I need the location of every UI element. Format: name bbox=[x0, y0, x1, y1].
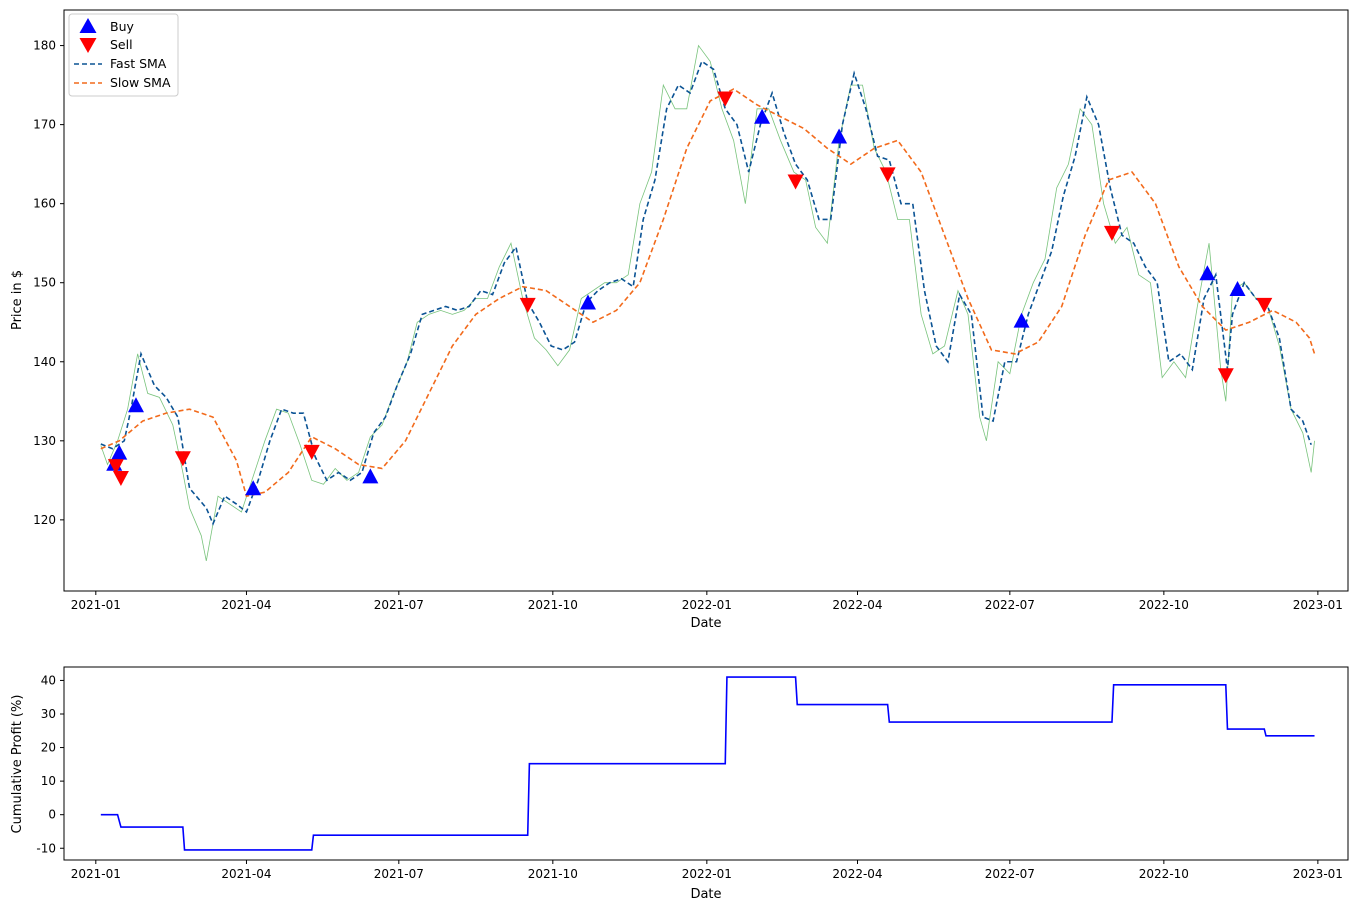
profit-y-tick-label: -10 bbox=[36, 841, 56, 855]
profit-y-axis-label: Cumulative Profit (%) bbox=[10, 695, 25, 834]
buy-signal-marker bbox=[579, 294, 596, 310]
buy-signal-marker bbox=[831, 128, 848, 144]
sell-signal-marker bbox=[879, 167, 896, 183]
price-y-tick-label: 150 bbox=[33, 276, 56, 290]
price-x-tick-label: 2021-10 bbox=[528, 598, 578, 612]
profit-x-tick-label: 2022-10 bbox=[1139, 867, 1189, 881]
price-y-tick-label: 140 bbox=[33, 355, 56, 369]
profit-x-tick-label: 2022-01 bbox=[682, 867, 732, 881]
price-y-tick-label: 130 bbox=[33, 434, 56, 448]
buy-signal-marker bbox=[245, 480, 262, 496]
price-x-tick-label: 2022-01 bbox=[682, 598, 732, 612]
profit-x-tick-label: 2021-07 bbox=[374, 867, 424, 881]
price-x-tick-label: 2021-04 bbox=[221, 598, 271, 612]
price-line bbox=[100, 44, 1315, 562]
price-y-tick-label: 180 bbox=[33, 39, 56, 53]
buy-signal-marker bbox=[127, 397, 144, 413]
price-y-axis: 120 130 140 150 160 170 180 bbox=[33, 39, 64, 527]
buy-signal-marker bbox=[111, 444, 128, 460]
sell-signal-marker bbox=[519, 297, 536, 313]
profit-plot-frame bbox=[63, 666, 1349, 861]
profit-x-tick-label: 2021-10 bbox=[528, 867, 578, 881]
sell-signal-marker bbox=[107, 459, 124, 475]
slow-sma-line bbox=[100, 88, 1316, 498]
price-plot-frame bbox=[63, 9, 1349, 592]
profit-y-tick-label: 30 bbox=[41, 707, 56, 721]
legend-label-sell: Sell bbox=[110, 37, 133, 52]
profit-x-tick-label: 2022-04 bbox=[832, 867, 882, 881]
profit-x-axis-label: Date bbox=[690, 887, 721, 902]
profit-y-tick-label: 0 bbox=[48, 808, 56, 822]
legend-box bbox=[68, 13, 179, 97]
sell-signal-marker bbox=[174, 451, 191, 467]
price-chart: 2021-01 2021-04 2021-07 2021-10 2022-01 2022-… bbox=[10, 9, 1349, 631]
price-x-tick-label: 2022-10 bbox=[1139, 598, 1189, 612]
legend-label-slow-sma: Slow SMA bbox=[110, 75, 171, 90]
profit-y-tick-label: 20 bbox=[41, 741, 56, 755]
buy-signal-marker bbox=[1229, 281, 1246, 297]
buy-signal-marker bbox=[754, 108, 771, 124]
price-x-tick-label: 2023-01 bbox=[1293, 598, 1343, 612]
price-x-axis-label: Date bbox=[690, 616, 721, 631]
sell-signal-marker bbox=[112, 470, 129, 486]
price-x-tick-label: 2021-01 bbox=[71, 598, 121, 612]
buy-signal-marker bbox=[1199, 265, 1216, 281]
sell-signal-marker bbox=[1256, 297, 1273, 313]
price-x-tick-label: 2022-07 bbox=[985, 598, 1035, 612]
fast-sma-line bbox=[100, 60, 1312, 526]
sell-signal-marker bbox=[303, 444, 320, 460]
price-y-tick-label: 170 bbox=[33, 118, 56, 132]
legend-label-buy: Buy bbox=[110, 19, 134, 34]
sell-signal-marker bbox=[717, 91, 734, 107]
price-x-axis: 2021-01 2021-04 2021-07 2021-10 2022-01 2022-… bbox=[71, 591, 1343, 612]
sell-signal-marker bbox=[1217, 368, 1234, 384]
price-x-tick-label: 2022-04 bbox=[832, 598, 882, 612]
legend-label-fast-sma: Fast SMA bbox=[110, 56, 167, 71]
buy-signal-marker bbox=[362, 468, 379, 484]
price-y-tick-label: 160 bbox=[33, 197, 56, 211]
buy-signal-marker bbox=[1013, 312, 1030, 328]
profit-x-tick-label: 2023-01 bbox=[1293, 867, 1343, 881]
price-y-tick-label: 120 bbox=[33, 513, 56, 527]
price-y-axis-label: Price in $ bbox=[10, 270, 25, 330]
profit-y-axis: -10 0 10 20 30 40 bbox=[36, 673, 64, 855]
sell-signal-marker bbox=[1103, 225, 1120, 241]
profit-plot-area bbox=[100, 676, 1315, 851]
price-x-tick-label: 2021-07 bbox=[374, 598, 424, 612]
price-plot-area bbox=[100, 44, 1316, 562]
profit-chart: 2021-01 2021-04 2021-07 2021-10 2022-01 2022-… bbox=[10, 666, 1349, 902]
legend-buy-marker bbox=[79, 18, 97, 33]
profit-x-tick-label: 2021-01 bbox=[71, 867, 121, 881]
profit-x-tick-label: 2022-07 bbox=[985, 867, 1035, 881]
cumulative-profit-line bbox=[100, 676, 1315, 851]
profit-x-tick-label: 2021-04 bbox=[221, 867, 271, 881]
sell-signal-marker bbox=[787, 174, 804, 190]
legend-sell-marker bbox=[79, 38, 97, 53]
profit-x-axis: 2021-01 2021-04 2021-07 2021-10 2022-01 2022-… bbox=[71, 860, 1343, 881]
profit-y-tick-label: 40 bbox=[41, 673, 56, 687]
profit-y-tick-label: 10 bbox=[41, 774, 56, 788]
legend: Buy Sell Fast SMA Slow SMA bbox=[68, 13, 179, 97]
